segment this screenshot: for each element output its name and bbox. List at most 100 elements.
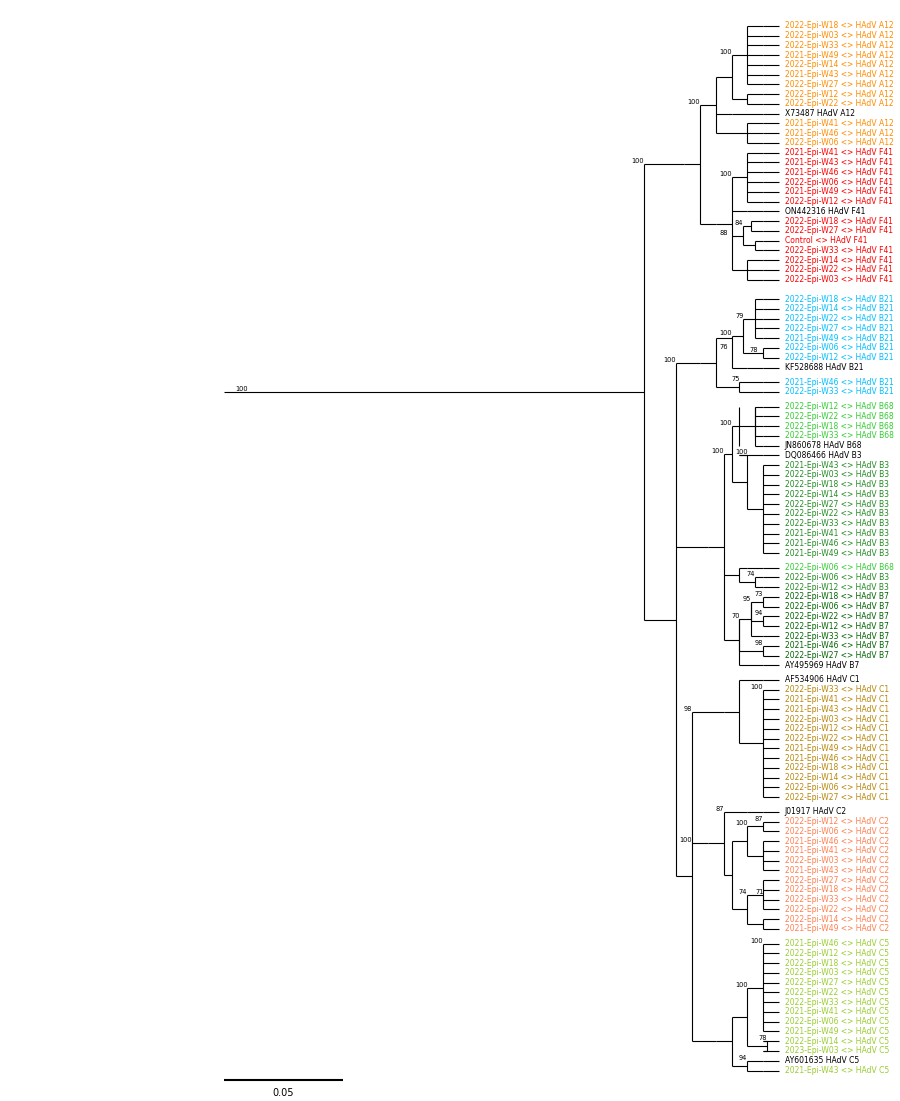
Text: 2022-Epi-W03 <> HAdV C5: 2022-Epi-W03 <> HAdV C5 [785,969,889,978]
Text: 2021-Epi-W49 <> HAdV B3: 2021-Epi-W49 <> HAdV B3 [785,548,889,557]
Text: 2022-Epi-W27 <> HAdV A12: 2022-Epi-W27 <> HAdV A12 [785,80,894,89]
Text: 2021-Epi-W41 <> HAdV C2: 2021-Epi-W41 <> HAdV C2 [785,847,888,855]
Text: 2021-Epi-W49 <> HAdV A12: 2021-Epi-W49 <> HAdV A12 [785,51,894,59]
Text: 2022-Epi-W14 <> HAdV B3: 2022-Epi-W14 <> HAdV B3 [785,490,888,499]
Text: 2022-Epi-W22 <> HAdV F41: 2022-Epi-W22 <> HAdV F41 [785,265,893,274]
Text: 2022-Epi-W33 <> HAdV B3: 2022-Epi-W33 <> HAdV B3 [785,520,889,528]
Text: 2022-Epi-W12 <> HAdV F41: 2022-Epi-W12 <> HAdV F41 [785,197,893,206]
Text: 2022-Epi-W03 <> HAdV F41: 2022-Epi-W03 <> HAdV F41 [785,275,893,284]
Text: 2022-Epi-W22 <> HAdV C2: 2022-Epi-W22 <> HAdV C2 [785,905,888,914]
Text: 100: 100 [719,171,732,177]
Text: 2022-Epi-W33 <> HAdV C1: 2022-Epi-W33 <> HAdV C1 [785,685,889,695]
Text: 2022-Epi-W06 <> HAdV C2: 2022-Epi-W06 <> HAdV C2 [785,827,889,836]
Text: 75: 75 [731,377,740,382]
Text: 2022-Epi-W33 <> HAdV C5: 2022-Epi-W33 <> HAdV C5 [785,998,889,1006]
Text: 2021-Epi-W41 <> HAdV C1: 2021-Epi-W41 <> HAdV C1 [785,695,888,704]
Text: 2022-Epi-W18 <> HAdV C5: 2022-Epi-W18 <> HAdV C5 [785,959,888,968]
Text: 0.05: 0.05 [273,1088,294,1098]
Text: 2022-Epi-W06 <> HAdV B21: 2022-Epi-W06 <> HAdV B21 [785,344,894,352]
Text: 2022-Epi-W06 <> HAdV A12: 2022-Epi-W06 <> HAdV A12 [785,139,894,148]
Text: 2022-Epi-W06 <> HAdV F41: 2022-Epi-W06 <> HAdV F41 [785,177,893,186]
Text: 2022-Epi-W18 <> HAdV C2: 2022-Epi-W18 <> HAdV C2 [785,885,888,894]
Text: 2022-Epi-W22 <> HAdV C1: 2022-Epi-W22 <> HAdV C1 [785,734,888,743]
Text: 2022-Epi-W12 <> HAdV B68: 2022-Epi-W12 <> HAdV B68 [785,402,894,411]
Text: 2021-Epi-W49 <> HAdV B21: 2021-Epi-W49 <> HAdV B21 [785,334,894,342]
Text: 74: 74 [739,889,747,895]
Text: 78: 78 [750,347,759,353]
Text: 98: 98 [683,706,692,711]
Text: KF528688 HAdV B21: KF528688 HAdV B21 [785,363,863,372]
Text: 2022-Epi-W06 <> HAdV C1: 2022-Epi-W06 <> HAdV C1 [785,783,889,792]
Text: Control <> HAdV F41: Control <> HAdV F41 [785,236,868,246]
Text: 2022-Epi-W14 <> HAdV A12: 2022-Epi-W14 <> HAdV A12 [785,61,894,69]
Text: J01917 HAdV C2: J01917 HAdV C2 [785,807,847,816]
Text: 2022-Epi-W18 <> HAdV B3: 2022-Epi-W18 <> HAdV B3 [785,480,888,489]
Text: 2022-Epi-W22 <> HAdV B3: 2022-Epi-W22 <> HAdV B3 [785,510,888,519]
Text: 2022-Epi-W14 <> HAdV F41: 2022-Epi-W14 <> HAdV F41 [785,255,893,264]
Text: 2022-Epi-W12 <> HAdV B3: 2022-Epi-W12 <> HAdV B3 [785,582,888,591]
Text: 94: 94 [755,610,763,617]
Text: 2022-Epi-W14 <> HAdV C1: 2022-Epi-W14 <> HAdV C1 [785,773,888,782]
Text: 78: 78 [759,1035,768,1042]
Text: AY601635 HAdV C5: AY601635 HAdV C5 [785,1056,859,1066]
Text: 2022-Epi-W22 <> HAdV B21: 2022-Epi-W22 <> HAdV B21 [785,314,893,324]
Text: 2022-Epi-W12 <> HAdV B7: 2022-Epi-W12 <> HAdV B7 [785,622,888,631]
Text: 70: 70 [731,613,740,619]
Text: 2021-Epi-W46 <> HAdV C5: 2021-Epi-W46 <> HAdV C5 [785,939,889,948]
Text: 2022-Epi-W27 <> HAdV B7: 2022-Epi-W27 <> HAdV B7 [785,651,888,659]
Text: X73487 HAdV A12: X73487 HAdV A12 [785,109,855,118]
Text: 100: 100 [751,938,763,944]
Text: 2022-Epi-W27 <> HAdV B3: 2022-Epi-W27 <> HAdV B3 [785,500,888,509]
Text: 2021-Epi-W43 <> HAdV B3: 2021-Epi-W43 <> HAdV B3 [785,460,889,470]
Text: 100: 100 [663,357,676,362]
Text: 2022-Epi-W22 <> HAdV C5: 2022-Epi-W22 <> HAdV C5 [785,988,888,996]
Text: 2021-Epi-W43 <> HAdV C2: 2021-Epi-W43 <> HAdV C2 [785,865,889,875]
Text: 2021-Epi-W49 <> HAdV C1: 2021-Epi-W49 <> HAdV C1 [785,744,889,753]
Text: 71: 71 [755,889,764,895]
Text: 2022-Epi-W27 <> HAdV C5: 2022-Epi-W27 <> HAdV C5 [785,978,889,988]
Text: 2022-Epi-W14 <> HAdV C2: 2022-Epi-W14 <> HAdV C2 [785,915,888,924]
Text: 2022-Epi-W03 <> HAdV B3: 2022-Epi-W03 <> HAdV B3 [785,470,889,479]
Text: 100: 100 [719,421,732,426]
Text: 2022-Epi-W12 <> HAdV C5: 2022-Epi-W12 <> HAdV C5 [785,949,888,958]
Text: 2022-Epi-W22 <> HAdV A12: 2022-Epi-W22 <> HAdV A12 [785,99,894,108]
Text: 2021-Epi-W46 <> HAdV C1: 2021-Epi-W46 <> HAdV C1 [785,753,889,763]
Text: 2022-Epi-W06 <> HAdV C5: 2022-Epi-W06 <> HAdV C5 [785,1017,889,1026]
Text: 2022-Epi-W06 <> HAdV B3: 2022-Epi-W06 <> HAdV B3 [785,573,889,582]
Text: 2022-Epi-W22 <> HAdV B68: 2022-Epi-W22 <> HAdV B68 [785,412,894,421]
Text: 2021-Epi-W49 <> HAdV F41: 2021-Epi-W49 <> HAdV F41 [785,187,893,196]
Text: 2021-Epi-W46 <> HAdV F41: 2021-Epi-W46 <> HAdV F41 [785,167,893,177]
Text: 2022-Epi-W12 <> HAdV C2: 2022-Epi-W12 <> HAdV C2 [785,817,888,826]
Text: 2022-Epi-W33 <> HAdV B68: 2022-Epi-W33 <> HAdV B68 [785,432,894,440]
Text: 100: 100 [719,330,732,336]
Text: 2021-Epi-W43 <> HAdV C5: 2021-Epi-W43 <> HAdV C5 [785,1066,889,1075]
Text: 100: 100 [734,820,747,827]
Text: 2021-Epi-W46 <> HAdV B21: 2021-Epi-W46 <> HAdV B21 [785,378,894,386]
Text: 2021-Epi-W46 <> HAdV C2: 2021-Epi-W46 <> HAdV C2 [785,837,889,846]
Text: 2022-Epi-W14 <> HAdV B21: 2022-Epi-W14 <> HAdV B21 [785,305,894,314]
Text: 2021-Epi-W43 <> HAdV C1: 2021-Epi-W43 <> HAdV C1 [785,705,889,713]
Text: 2021-Epi-W41 <> HAdV B3: 2021-Epi-W41 <> HAdV B3 [785,528,888,538]
Text: 2022-Epi-W03 <> HAdV A12: 2022-Epi-W03 <> HAdV A12 [785,31,894,40]
Text: 2022-Epi-W03 <> HAdV C1: 2022-Epi-W03 <> HAdV C1 [785,715,889,723]
Text: 2022-Epi-W12 <> HAdV C1: 2022-Epi-W12 <> HAdV C1 [785,724,888,733]
Text: ON442316 HAdV F41: ON442316 HAdV F41 [785,207,865,216]
Text: 100: 100 [719,50,732,55]
Text: 88: 88 [719,230,727,236]
Text: JN860678 HAdV B68: JN860678 HAdV B68 [785,442,862,450]
Text: 2022-Epi-W18 <> HAdV C1: 2022-Epi-W18 <> HAdV C1 [785,763,888,772]
Text: 2022-Epi-W18 <> HAdV B21: 2022-Epi-W18 <> HAdV B21 [785,295,893,304]
Text: 100: 100 [688,99,700,105]
Text: 2022-Epi-W18 <> HAdV F41: 2022-Epi-W18 <> HAdV F41 [785,217,893,226]
Text: 2022-Epi-W12 <> HAdV A12: 2022-Epi-W12 <> HAdV A12 [785,89,894,99]
Text: 2022-Epi-W27 <> HAdV C2: 2022-Epi-W27 <> HAdV C2 [785,875,888,884]
Text: 2022-Epi-W27 <> HAdV B21: 2022-Epi-W27 <> HAdV B21 [785,324,894,333]
Text: 76: 76 [719,345,727,350]
Text: 2022-Epi-W33 <> HAdV C2: 2022-Epi-W33 <> HAdV C2 [785,895,889,904]
Text: 74: 74 [747,571,755,577]
Text: 100: 100 [734,449,747,456]
Text: 2022-Epi-W18 <> HAdV B7: 2022-Epi-W18 <> HAdV B7 [785,592,888,601]
Text: 2021-Epi-W46 <> HAdV A12: 2021-Epi-W46 <> HAdV A12 [785,129,894,138]
Text: 2022-Epi-W27 <> HAdV F41: 2022-Epi-W27 <> HAdV F41 [785,227,893,236]
Text: 79: 79 [735,313,743,318]
